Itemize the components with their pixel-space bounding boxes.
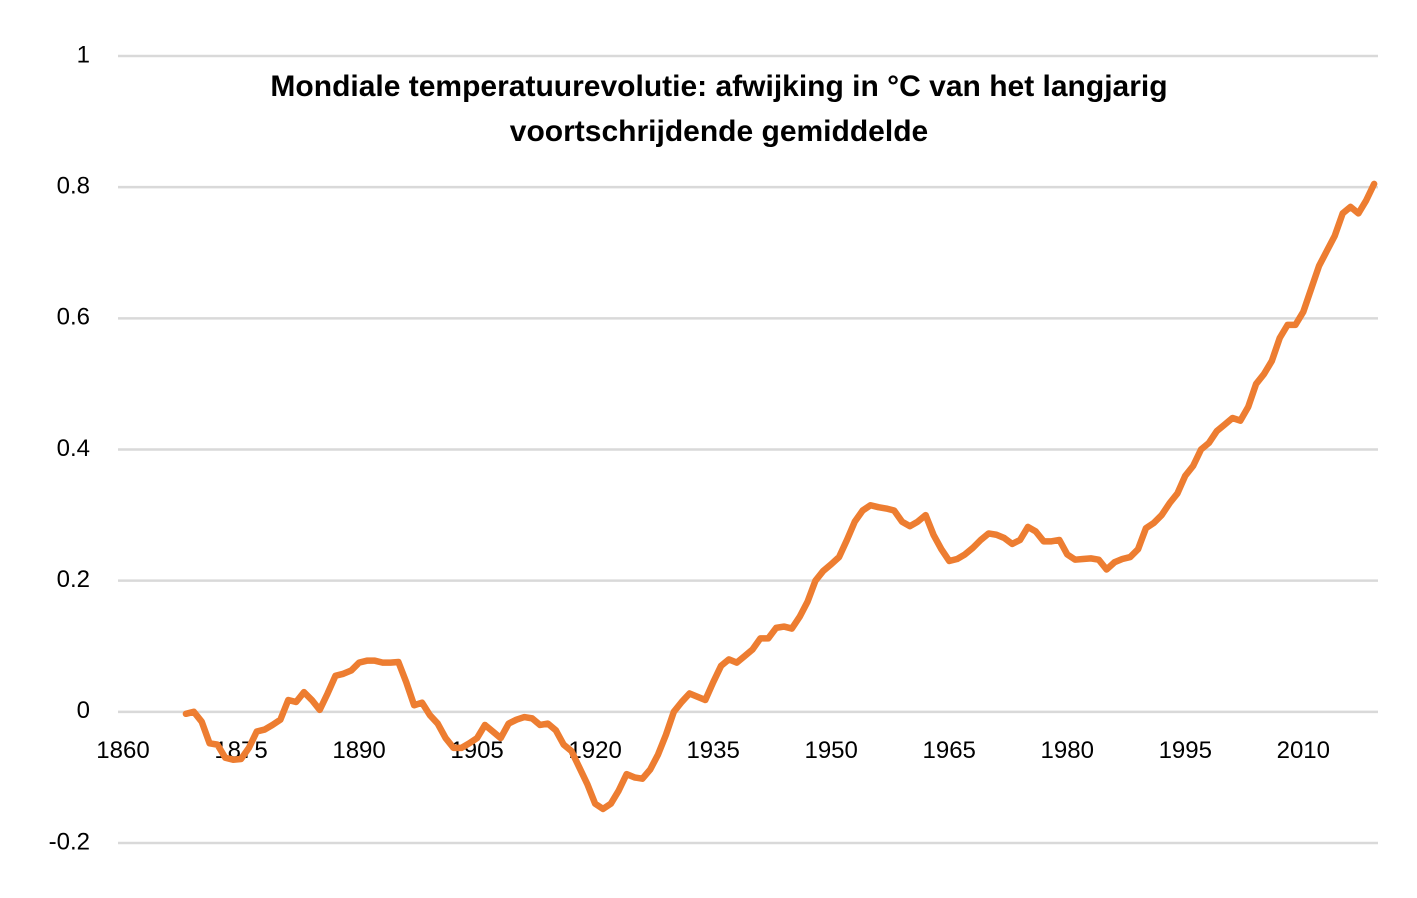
y-tick-label: 0.2 <box>57 566 90 593</box>
data-line <box>182 180 1378 813</box>
x-tick-label: 1950 <box>804 737 857 764</box>
y-tick-label: 1 <box>77 41 90 68</box>
x-tick-label: 1935 <box>686 737 739 764</box>
x-tick-label: 1995 <box>1159 737 1212 764</box>
x-tick-label: 1980 <box>1041 737 1094 764</box>
chart-title: voortschrijdende gemiddelde <box>510 115 928 148</box>
x-tick-label: 1890 <box>332 737 385 764</box>
x-tick-label: 1965 <box>923 737 976 764</box>
y-tick-label: 0 <box>77 697 90 724</box>
y-tick-label: -0.2 <box>49 828 90 855</box>
y-tick-label: 0.4 <box>57 435 90 462</box>
chart-title: Mondiale temperatuurevolutie: afwijking … <box>270 70 1167 103</box>
y-tick-label: 0.6 <box>57 304 90 331</box>
x-tick-label: 2010 <box>1277 737 1330 764</box>
y-tick-label: 0.8 <box>57 173 90 200</box>
x-tick-label: 1860 <box>96 737 149 764</box>
